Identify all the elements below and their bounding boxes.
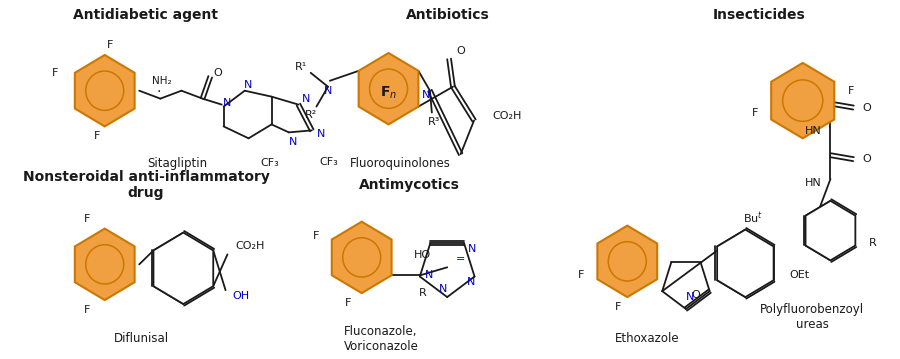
Text: N: N <box>466 278 475 288</box>
Text: HN: HN <box>805 126 822 136</box>
Text: OEt: OEt <box>789 270 809 280</box>
Text: F: F <box>578 270 584 280</box>
Text: F: F <box>94 131 100 141</box>
Text: F: F <box>615 302 621 312</box>
Text: F: F <box>85 214 91 224</box>
Text: HO: HO <box>414 251 431 260</box>
Polygon shape <box>717 230 774 297</box>
Text: N: N <box>686 292 694 302</box>
Text: NH₂: NH₂ <box>152 76 172 86</box>
Text: CF₃: CF₃ <box>320 157 338 167</box>
Text: N: N <box>425 270 434 280</box>
Text: Ethoxazole: Ethoxazole <box>615 332 680 345</box>
Text: N: N <box>317 129 326 139</box>
Text: Diflunisal: Diflunisal <box>113 332 168 345</box>
Text: Polyfluorobenzoyl
ureas: Polyfluorobenzoyl ureas <box>760 303 864 331</box>
Text: ·: · <box>157 85 160 99</box>
Text: N: N <box>302 94 310 104</box>
Text: N: N <box>468 244 476 254</box>
Text: CO₂H: CO₂H <box>236 242 266 251</box>
Text: Insecticides: Insecticides <box>713 8 806 22</box>
Text: F: F <box>107 40 113 50</box>
Text: Antidiabetic agent: Antidiabetic agent <box>74 8 219 22</box>
Text: =: = <box>455 254 465 264</box>
Text: R: R <box>418 288 426 298</box>
Text: N: N <box>422 90 430 100</box>
Text: O: O <box>862 103 871 113</box>
Polygon shape <box>75 55 135 126</box>
Text: CF₃: CF₃ <box>260 158 279 168</box>
Text: F: F <box>312 230 319 241</box>
Text: O: O <box>862 154 871 164</box>
Text: Fluoroquinolones: Fluoroquinolones <box>349 157 451 170</box>
Polygon shape <box>358 53 419 125</box>
Text: F: F <box>345 298 352 308</box>
Text: Antibiotics: Antibiotics <box>406 8 490 22</box>
Polygon shape <box>598 226 657 297</box>
Text: R: R <box>868 238 877 247</box>
Polygon shape <box>75 229 135 300</box>
Text: F: F <box>752 108 758 117</box>
Text: HN: HN <box>805 178 822 188</box>
Text: R²: R² <box>304 109 317 120</box>
Text: Fluconazole,
Voriconazole: Fluconazole, Voriconazole <box>344 325 418 353</box>
Text: O: O <box>456 46 465 56</box>
Text: F: F <box>51 68 59 78</box>
Polygon shape <box>154 233 213 304</box>
Text: R¹: R¹ <box>295 62 307 72</box>
Polygon shape <box>332 222 392 293</box>
Text: N: N <box>223 98 231 108</box>
Text: F: F <box>85 305 91 315</box>
Text: Nonsteroidal anti-inflammatory
drug: Nonsteroidal anti-inflammatory drug <box>22 170 269 200</box>
Polygon shape <box>806 201 855 260</box>
Text: OH: OH <box>232 291 249 301</box>
Text: N: N <box>439 284 447 294</box>
Text: F$_n$: F$_n$ <box>380 84 397 101</box>
Text: R³: R³ <box>428 117 440 127</box>
Text: N: N <box>289 137 297 147</box>
Text: N: N <box>324 86 332 96</box>
Text: Sitagliptin: Sitagliptin <box>148 157 208 170</box>
Polygon shape <box>771 63 834 138</box>
Text: O: O <box>213 68 222 78</box>
Text: F: F <box>848 86 854 96</box>
Text: Antimycotics: Antimycotics <box>359 178 460 192</box>
Text: Bu$^t$: Bu$^t$ <box>743 210 763 225</box>
Text: N: N <box>245 80 253 90</box>
Text: CO₂H: CO₂H <box>492 112 521 121</box>
Text: O: O <box>692 290 700 300</box>
